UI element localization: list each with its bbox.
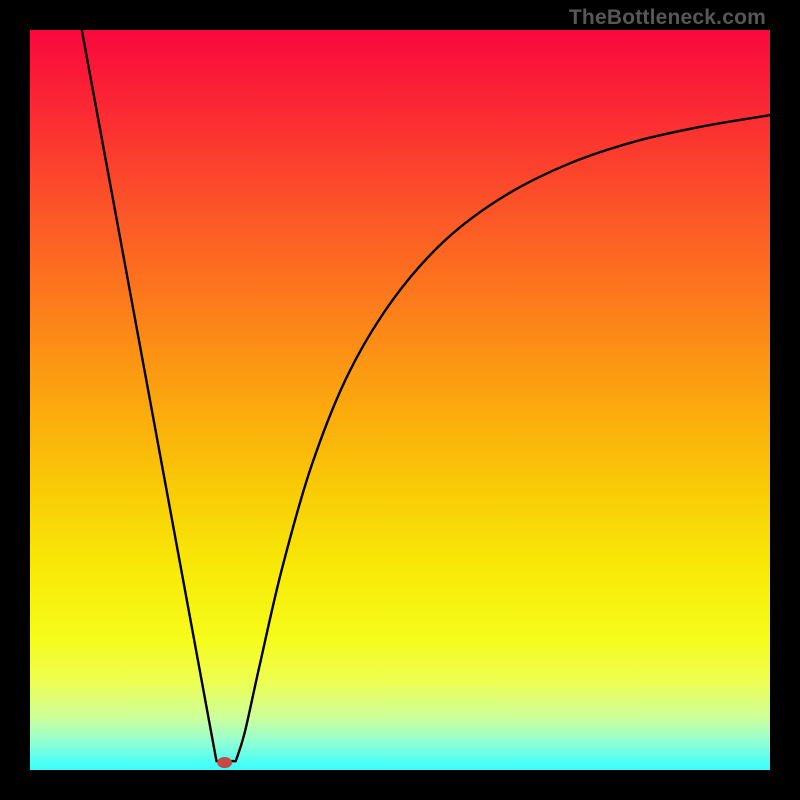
- plot-area: [30, 30, 770, 770]
- watermark-text: TheBottleneck.com: [569, 6, 766, 30]
- chart-frame: TheBottleneck.com: [0, 0, 800, 800]
- gradient-background: [30, 30, 770, 770]
- minimum-marker: [217, 757, 232, 768]
- chart-svg: [30, 30, 770, 770]
